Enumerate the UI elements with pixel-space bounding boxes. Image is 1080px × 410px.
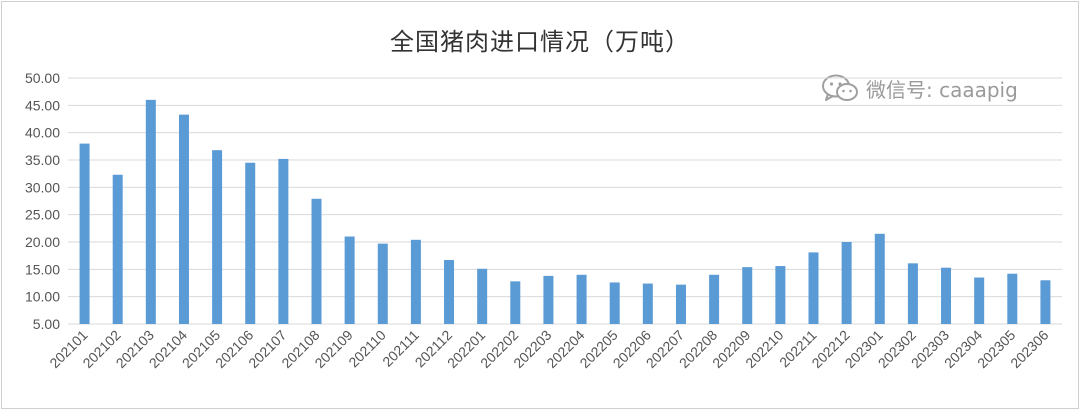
- bar-202303: [941, 267, 952, 324]
- y-axis-ticks: 5.00 10.00 15.00 20.00 25.00 30.00 35.00 40.00 4…: [25, 70, 60, 332]
- y-tick-label: 25.00: [25, 207, 60, 223]
- bar-202211: [808, 252, 819, 324]
- y-tick-label: 10.00: [25, 289, 60, 305]
- bar-202101: [79, 143, 90, 324]
- x-tick-label: 202210: [742, 327, 786, 371]
- y-tick-label: 50.00: [25, 70, 60, 86]
- y-tick-label: 20.00: [25, 234, 60, 250]
- y-tick-label: 40.00: [25, 125, 60, 141]
- bar-202304: [974, 277, 985, 324]
- y-tick-label: 35.00: [25, 152, 60, 168]
- y-tick-label: 5.00: [33, 316, 60, 332]
- bar-202204: [576, 274, 587, 324]
- bars: [79, 99, 1051, 324]
- chart-title: 全国猪肉进口情况（万吨）: [390, 28, 690, 56]
- bar-202110: [377, 243, 388, 324]
- bar-202104: [178, 114, 189, 324]
- wechat-icon: [822, 74, 858, 101]
- bar-202105: [212, 150, 223, 324]
- x-tick-label: 202306: [1007, 327, 1051, 371]
- bar-202208: [709, 274, 720, 324]
- y-tick-label: 30.00: [25, 179, 60, 195]
- gridlines: [68, 77, 1062, 325]
- bar-202201: [477, 268, 488, 324]
- bar-202108: [311, 198, 322, 324]
- y-tick-label: 45.00: [25, 97, 60, 113]
- bar-202301: [874, 233, 885, 324]
- bar-202111: [410, 239, 421, 324]
- bar-202112: [444, 260, 455, 324]
- bar-202202: [510, 281, 521, 324]
- y-tick-label: 15.00: [25, 261, 60, 277]
- bar-202305: [1007, 273, 1018, 324]
- bar-202210: [775, 266, 786, 324]
- bar-202102: [112, 174, 123, 324]
- bar-202306: [1040, 280, 1051, 324]
- x-tick-label: 202109: [311, 327, 355, 371]
- watermark-text: 微信号: caaapig: [866, 77, 1018, 102]
- bar-202109: [344, 236, 355, 324]
- bar-202106: [245, 162, 256, 324]
- bar-202212: [841, 242, 852, 324]
- x-tick-label: 202110: [345, 327, 389, 371]
- bar-202203: [543, 275, 554, 324]
- bar-202205: [609, 282, 620, 324]
- bar-202302: [907, 263, 918, 324]
- bar-202107: [278, 158, 289, 324]
- bar-202206: [642, 283, 653, 324]
- watermark: 微信号: caaapig: [820, 73, 1018, 103]
- bar-202207: [675, 284, 686, 324]
- bar-202209: [742, 267, 753, 324]
- x-axis-ticks: 2021012021022021032021042021052021062021…: [46, 327, 1051, 371]
- bar-202103: [145, 99, 156, 324]
